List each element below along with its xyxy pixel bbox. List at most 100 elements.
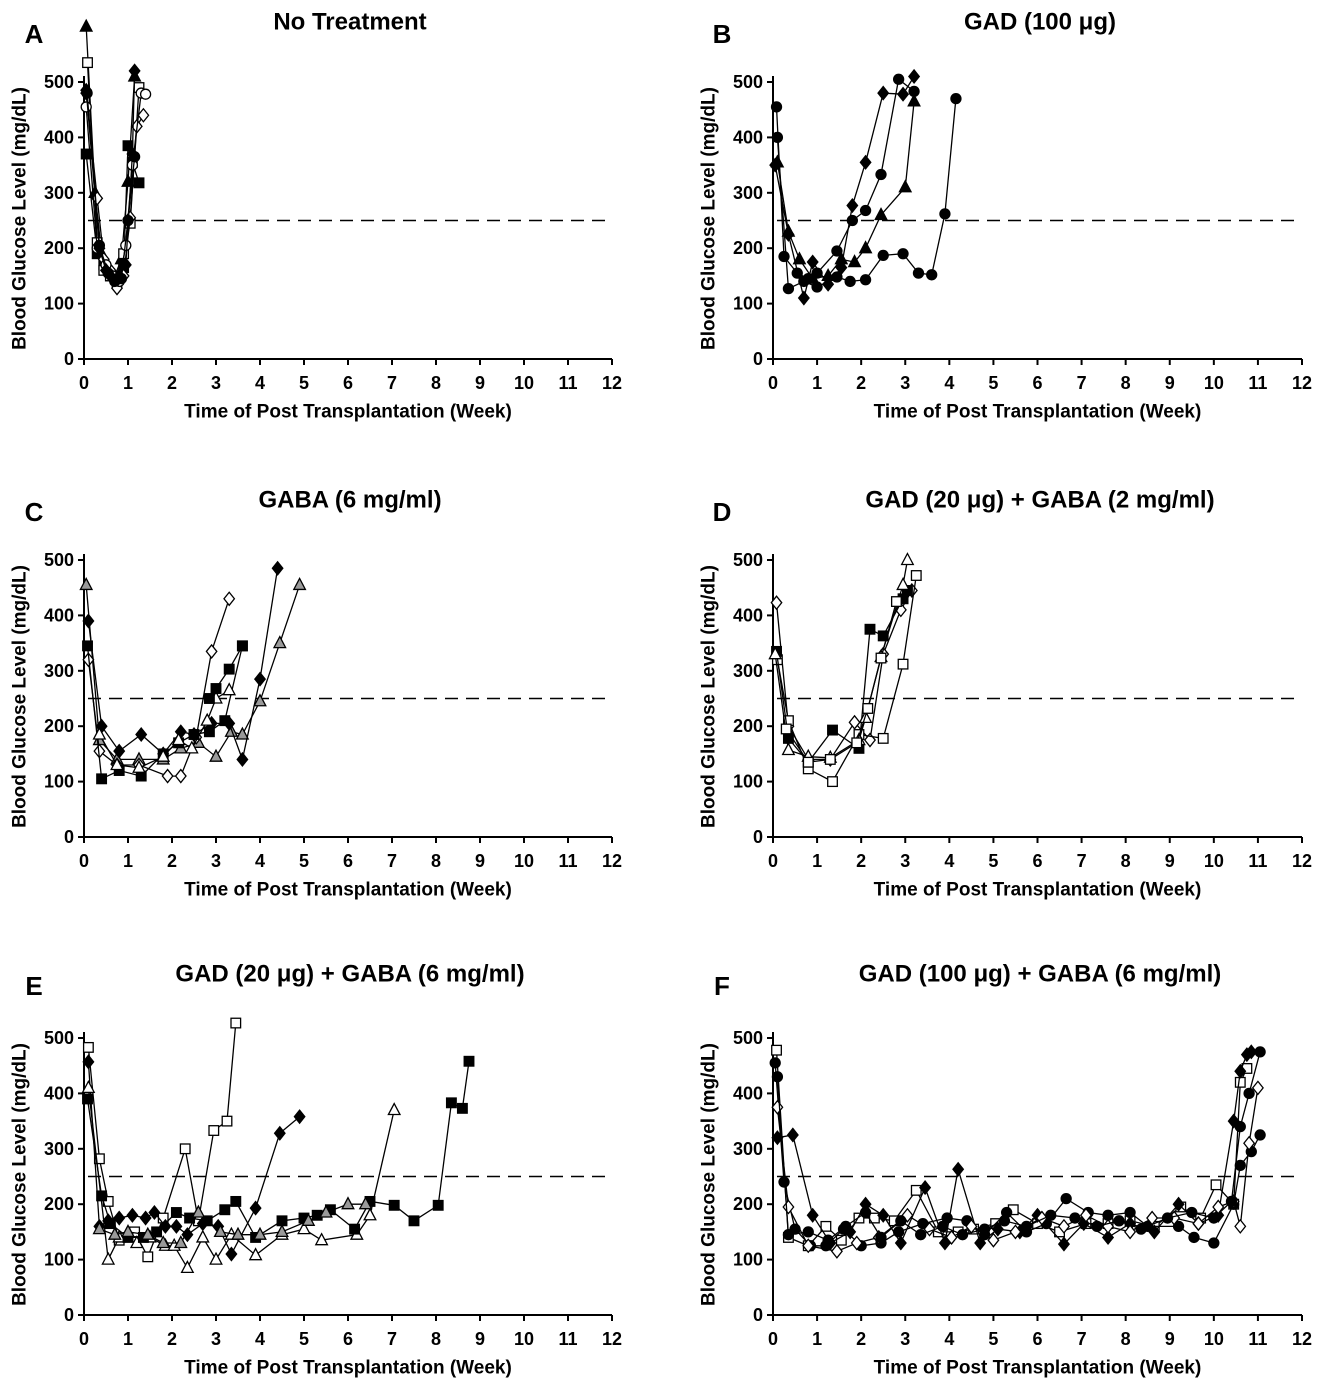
data-point — [897, 658, 909, 670]
data-point — [820, 1220, 832, 1232]
data-point — [859, 204, 872, 217]
data-point — [782, 1229, 795, 1241]
data-point — [858, 240, 873, 254]
data-point — [139, 1210, 152, 1226]
data-point — [950, 92, 962, 105]
data-point — [180, 1260, 195, 1274]
data-point — [770, 101, 783, 113]
data-point — [1234, 1120, 1246, 1133]
data-point — [1251, 1080, 1264, 1096]
x-tick-label: 5 — [299, 1329, 309, 1349]
x-tick-label: 2 — [167, 373, 177, 393]
data-point — [195, 1229, 210, 1243]
data-point — [231, 1226, 245, 1240]
y-axis-label: Blood Glucose Level (mg/dL) — [10, 87, 31, 350]
x-tick-label: 5 — [299, 851, 309, 871]
x-tick-label: 12 — [602, 373, 622, 393]
data-point — [859, 154, 872, 170]
data-point — [132, 759, 146, 773]
y-axis-label: Blood Glucose Level (mg/dL) — [699, 1043, 720, 1306]
data-point — [1057, 1218, 1070, 1234]
data-point — [937, 1220, 949, 1233]
x-tick-label: 7 — [387, 373, 397, 393]
data-point — [827, 776, 838, 788]
data-point — [956, 1229, 969, 1241]
y-tick-label: 500 — [44, 1028, 74, 1048]
data-point — [998, 1215, 1011, 1227]
data-point — [771, 1044, 782, 1056]
data-point — [1020, 1220, 1033, 1233]
data-series — [771, 92, 962, 295]
x-tick-label: 4 — [944, 851, 954, 871]
data-point — [275, 1224, 289, 1238]
data-point — [797, 290, 810, 306]
y-tick-label: 200 — [733, 238, 763, 258]
data-point — [1243, 1135, 1256, 1151]
data-series — [81, 87, 141, 288]
x-tick-label: 0 — [79, 1329, 89, 1349]
chart-panel-f: F GAD (100 μg) + GABA (6 mg/ml)0100200300… — [699, 961, 1313, 1379]
data-point — [781, 742, 796, 756]
data-point — [894, 1235, 907, 1251]
data-point — [806, 254, 819, 270]
data-series — [82, 560, 284, 767]
data-point — [853, 1212, 865, 1224]
data-point — [1208, 1237, 1220, 1249]
data-point — [200, 712, 215, 726]
data-point — [822, 1234, 834, 1246]
x-tick-label: 9 — [1165, 373, 1175, 393]
x-tick-label: 9 — [475, 1329, 485, 1349]
data-point — [851, 737, 863, 749]
x-tick-label: 2 — [856, 1329, 866, 1349]
data-point — [786, 1127, 799, 1143]
data-point — [863, 732, 877, 748]
data-point — [908, 68, 921, 85]
data-point — [126, 1207, 139, 1223]
x-tick-label: 3 — [211, 851, 221, 871]
x-tick-label: 10 — [1204, 1329, 1224, 1349]
data-point — [859, 1206, 872, 1219]
x-tick-label: 6 — [1032, 851, 1042, 871]
data-point — [877, 85, 890, 101]
y-tick-label: 0 — [64, 827, 74, 847]
data-point — [840, 1220, 852, 1233]
data-series — [92, 682, 237, 773]
series-line — [776, 98, 957, 290]
y-tick-label: 100 — [733, 294, 763, 314]
x-tick-label: 7 — [387, 851, 397, 871]
x-tick-label: 4 — [255, 373, 265, 393]
series-line — [776, 101, 915, 280]
y-axis-label: Blood Glucose Level (mg/dL) — [10, 565, 31, 828]
x-tick-label: 4 — [255, 851, 265, 871]
data-point — [82, 1054, 95, 1070]
data-point — [864, 623, 876, 635]
data-point — [771, 1071, 784, 1083]
x-tick-label: 5 — [988, 1329, 998, 1349]
data-point — [223, 591, 236, 607]
x-tick-label: 3 — [900, 851, 910, 871]
x-tick-label: 7 — [1077, 373, 1087, 393]
x-tick-label: 8 — [1121, 1329, 1131, 1349]
data-point — [991, 1221, 1004, 1237]
x-tick-label: 6 — [343, 851, 353, 871]
panel-title: GABA (6 mg/ml) — [258, 487, 441, 514]
y-tick-label: 400 — [44, 127, 74, 147]
data-point — [768, 646, 783, 660]
data-point — [113, 1210, 126, 1226]
x-axis-label: Time of Post Transplantation (Week) — [184, 1358, 512, 1379]
x-tick-label: 4 — [944, 373, 954, 393]
data-point — [1009, 1224, 1022, 1240]
data-point — [179, 1143, 191, 1155]
x-tick-label: 6 — [1032, 1329, 1042, 1349]
y-tick-label: 100 — [44, 1250, 74, 1270]
data-point — [1192, 1216, 1205, 1232]
data-point — [151, 1226, 163, 1238]
data-point — [939, 208, 951, 220]
data-point — [92, 726, 107, 740]
data-point — [137, 107, 150, 123]
y-tick-label: 100 — [733, 772, 763, 792]
data-point — [802, 1238, 815, 1254]
data-point — [408, 1215, 420, 1227]
x-tick-label: 7 — [1077, 1329, 1087, 1349]
